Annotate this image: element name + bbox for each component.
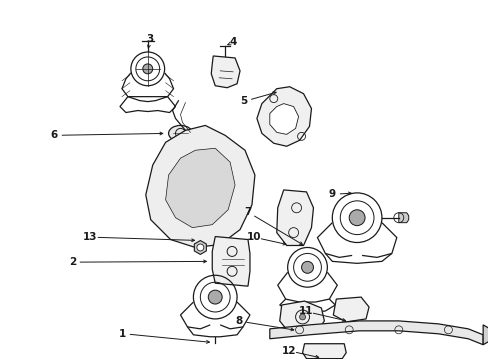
Text: 11: 11 xyxy=(298,306,313,316)
Polygon shape xyxy=(257,87,312,146)
Text: 13: 13 xyxy=(83,232,98,242)
Text: 3: 3 xyxy=(147,34,154,44)
Polygon shape xyxy=(302,344,346,359)
Circle shape xyxy=(349,210,365,226)
Polygon shape xyxy=(277,190,314,246)
Text: 4: 4 xyxy=(229,37,237,48)
Text: 8: 8 xyxy=(236,316,243,326)
Text: 7: 7 xyxy=(244,207,251,217)
Text: 2: 2 xyxy=(69,257,76,267)
Polygon shape xyxy=(333,297,369,322)
Circle shape xyxy=(208,290,222,304)
Polygon shape xyxy=(146,125,255,247)
Circle shape xyxy=(143,64,153,74)
Text: 12: 12 xyxy=(282,346,296,356)
Polygon shape xyxy=(195,240,206,255)
Circle shape xyxy=(301,261,314,273)
Circle shape xyxy=(299,314,306,320)
Polygon shape xyxy=(166,148,235,228)
Polygon shape xyxy=(211,56,240,88)
Circle shape xyxy=(197,244,204,251)
Text: 10: 10 xyxy=(246,232,261,242)
Text: 5: 5 xyxy=(241,96,247,107)
Polygon shape xyxy=(280,301,324,335)
Text: 6: 6 xyxy=(51,130,58,140)
Polygon shape xyxy=(212,237,250,286)
Polygon shape xyxy=(270,104,298,134)
Text: 9: 9 xyxy=(329,189,336,199)
Text: 1: 1 xyxy=(119,329,126,339)
Ellipse shape xyxy=(169,125,193,141)
Polygon shape xyxy=(399,213,409,223)
Polygon shape xyxy=(483,325,490,345)
Polygon shape xyxy=(270,321,483,345)
